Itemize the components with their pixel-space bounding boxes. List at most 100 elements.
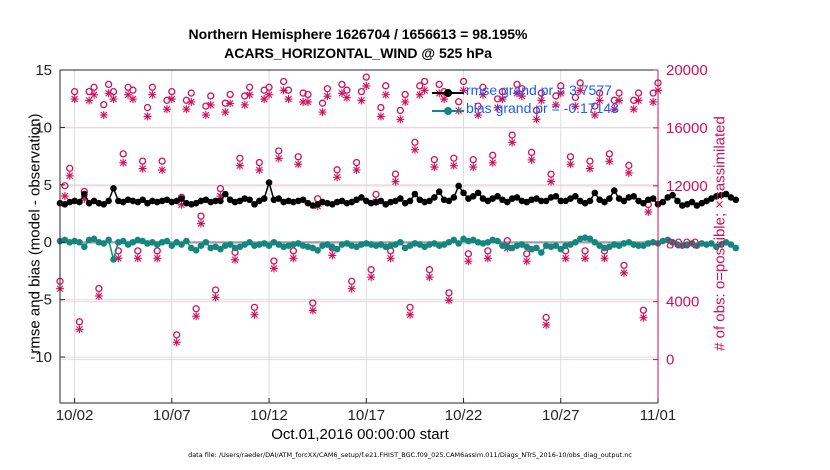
assimilated-marker <box>639 313 648 322</box>
bias-point <box>217 245 224 253</box>
bias-point <box>533 244 540 252</box>
rmse-point <box>105 197 112 205</box>
bias-point <box>226 241 234 248</box>
bias-point <box>110 256 117 263</box>
bias-point <box>163 237 171 245</box>
rmse-point <box>76 198 83 206</box>
assimilated-marker <box>547 177 556 186</box>
possible-marker <box>484 247 492 255</box>
possible-marker <box>187 89 195 97</box>
assimilated-marker <box>629 105 638 114</box>
possible-marker <box>508 131 516 139</box>
assimilated-marker <box>440 95 449 104</box>
possible-marker <box>382 82 390 90</box>
rmse-point <box>222 190 229 198</box>
assimilated-marker <box>478 90 487 99</box>
bias-point <box>635 242 642 249</box>
possible-marker <box>518 85 526 93</box>
possible-marker <box>377 103 385 112</box>
possible-marker <box>479 83 487 91</box>
assimilated-marker <box>420 86 429 95</box>
possible-marker <box>362 73 370 81</box>
rmse-point <box>469 193 477 200</box>
bias-point <box>732 244 740 252</box>
rmse-point <box>494 193 501 200</box>
assimilated-marker <box>284 95 293 104</box>
assimilated-marker <box>483 254 492 263</box>
assimilated-marker <box>590 110 599 119</box>
y-tick-label: -10 <box>30 349 52 366</box>
possible-marker <box>367 266 375 274</box>
possible-marker <box>348 277 356 285</box>
possible-marker <box>255 158 263 167</box>
possible-marker <box>649 89 657 97</box>
possible-marker <box>139 157 147 165</box>
possible-marker <box>250 303 259 311</box>
rmse-point <box>610 187 618 194</box>
possible-marker <box>547 170 555 178</box>
y2-tick-label: 20000 <box>666 62 708 79</box>
possible-marker <box>527 148 536 157</box>
rmse-point <box>246 196 253 204</box>
assimilated-marker <box>231 255 240 264</box>
assimilated-marker <box>104 89 113 98</box>
possible-marker <box>420 77 429 86</box>
rmse-point <box>620 197 628 205</box>
possible-marker <box>425 266 434 274</box>
possible-marker <box>513 80 521 89</box>
assimilated-marker <box>615 96 624 105</box>
y2-tick-label: 0 <box>666 352 674 369</box>
rmse-point <box>460 189 467 197</box>
assimilated-marker <box>65 171 74 180</box>
assimilated-marker <box>240 100 249 109</box>
assimilated-marker <box>187 97 196 106</box>
possible-marker <box>95 284 103 293</box>
possible-marker <box>591 102 599 110</box>
assimilated-marker <box>527 155 536 164</box>
assimilated-marker <box>172 338 181 347</box>
assimilated-marker <box>250 310 259 319</box>
y2-tick-label: 8000 <box>666 236 699 253</box>
possible-marker <box>532 106 541 115</box>
assimilated-marker <box>109 95 118 104</box>
y2-tick-label: 12000 <box>666 178 708 195</box>
plot-area <box>60 70 658 403</box>
y-axis-label-right: # of obs: o=possible; ×=assimilated <box>711 116 729 351</box>
assimilated-marker <box>444 296 453 305</box>
possible-marker <box>634 89 643 97</box>
rmse-point <box>260 195 268 202</box>
assimilated-marker <box>561 254 570 263</box>
y2-tick-label: 16000 <box>666 120 708 137</box>
assimilated-marker <box>94 291 103 300</box>
possible-marker <box>537 89 545 97</box>
assimilated-marker <box>167 95 176 104</box>
possible-marker <box>455 98 463 106</box>
possible-marker <box>615 89 623 97</box>
possible-marker <box>469 156 477 164</box>
rmse-point <box>503 198 511 206</box>
possible-marker <box>66 164 74 172</box>
possible-marker <box>173 331 181 339</box>
x-tick-label: 10/22 <box>445 407 483 424</box>
assimilated-marker <box>542 320 551 329</box>
assimilated-marker <box>153 254 162 263</box>
assimilated-marker <box>279 86 288 95</box>
assimilated-marker <box>488 158 497 167</box>
assimilated-marker <box>143 112 152 121</box>
bias-point <box>591 238 599 246</box>
possible-marker <box>605 150 614 158</box>
assimilated-marker <box>605 157 614 166</box>
possible-marker <box>391 170 400 178</box>
bias-point <box>586 235 594 243</box>
assimilated-marker <box>75 325 84 334</box>
y-tick-label: -5 <box>39 292 52 309</box>
assimilated-marker <box>192 312 201 321</box>
possible-marker <box>143 103 152 112</box>
bias-point <box>572 238 579 246</box>
possible-marker <box>566 153 575 161</box>
rmse-point <box>110 184 117 192</box>
possible-marker <box>489 151 497 159</box>
assimilated-marker <box>449 161 458 170</box>
assimilated-marker <box>566 160 575 169</box>
rmse-point <box>659 198 667 206</box>
